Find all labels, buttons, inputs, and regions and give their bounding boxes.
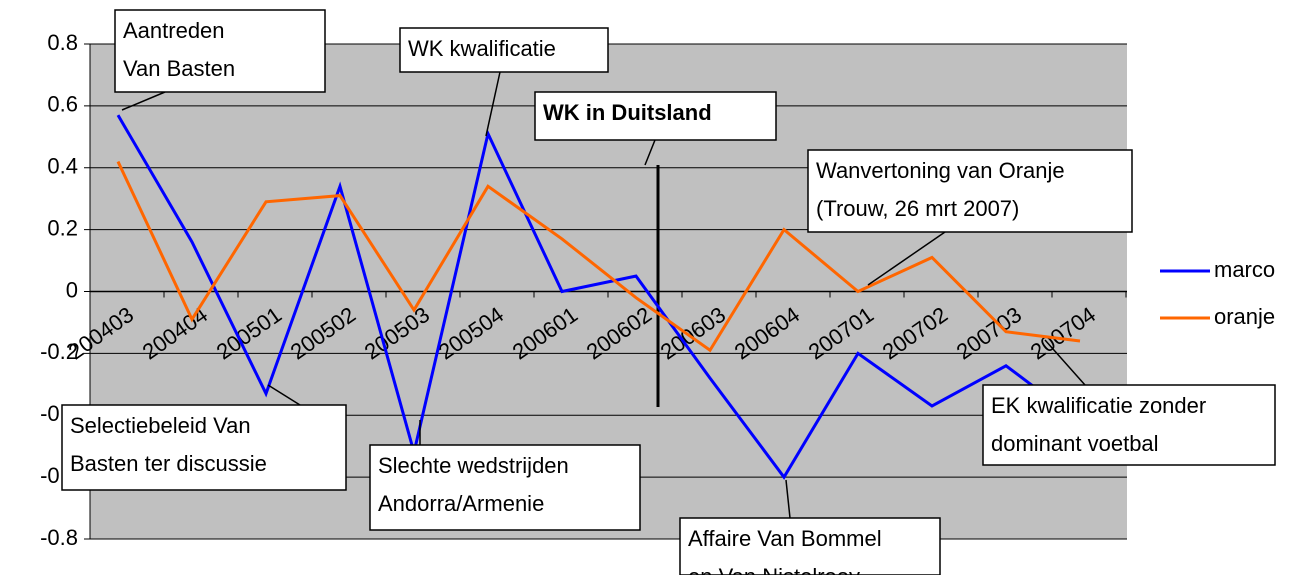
callout-box [982,384,1276,466]
callout-box [807,149,1133,233]
y-tick-label: -0.2 [40,339,78,364]
callout-text: Slechte wedstrijden [378,453,569,478]
callout-text: WK kwalificatie [408,36,556,61]
y-tick-label: 0 [66,277,78,302]
callout-pointer [644,139,656,166]
callout-box [369,444,641,531]
callout-box [679,517,941,575]
callout-text: Andorra/Armenie [378,491,544,516]
callout-box [61,404,347,491]
callout-pointer [867,231,946,286]
callout-pointer [785,479,791,519]
callout-text: Selectiebeleid Van [70,413,251,438]
callout-box [114,9,326,93]
callout-text: Affaire Van Bommel [688,526,882,551]
y-tick-label: 0.2 [47,215,78,240]
callout-text: Basten ter discussie [70,451,267,476]
callout-pointer [1044,339,1086,386]
callout-pointer [121,91,166,111]
series-line [116,114,1081,480]
callout-text: Aantreden [123,18,225,43]
y-tick-label: -0.8 [40,525,78,550]
callout-box [534,91,777,141]
legend-label: oranje [1214,304,1275,329]
callout-text: WK in Duitsland [543,100,712,125]
callout-text: en Van Nistelrooy [688,564,860,575]
callout-text: Wanvertoning van Oranje [816,158,1065,183]
y-tick-label: 0.6 [47,92,78,117]
callout-text: dominant voetbal [991,431,1159,456]
y-tick-label: 0.4 [47,154,78,179]
callout-text: (Trouw, 26 mrt 2007) [816,196,1019,221]
callout-text: EK kwalificatie zonder [991,393,1206,418]
legend-label: marco [1214,257,1275,282]
series-line [116,160,1081,353]
callout-box [399,27,609,73]
callout-text: Van Basten [123,56,235,81]
callout-pointer [485,71,501,137]
y-tick-label: 0.8 [47,30,78,55]
callout-pointer [267,384,301,406]
